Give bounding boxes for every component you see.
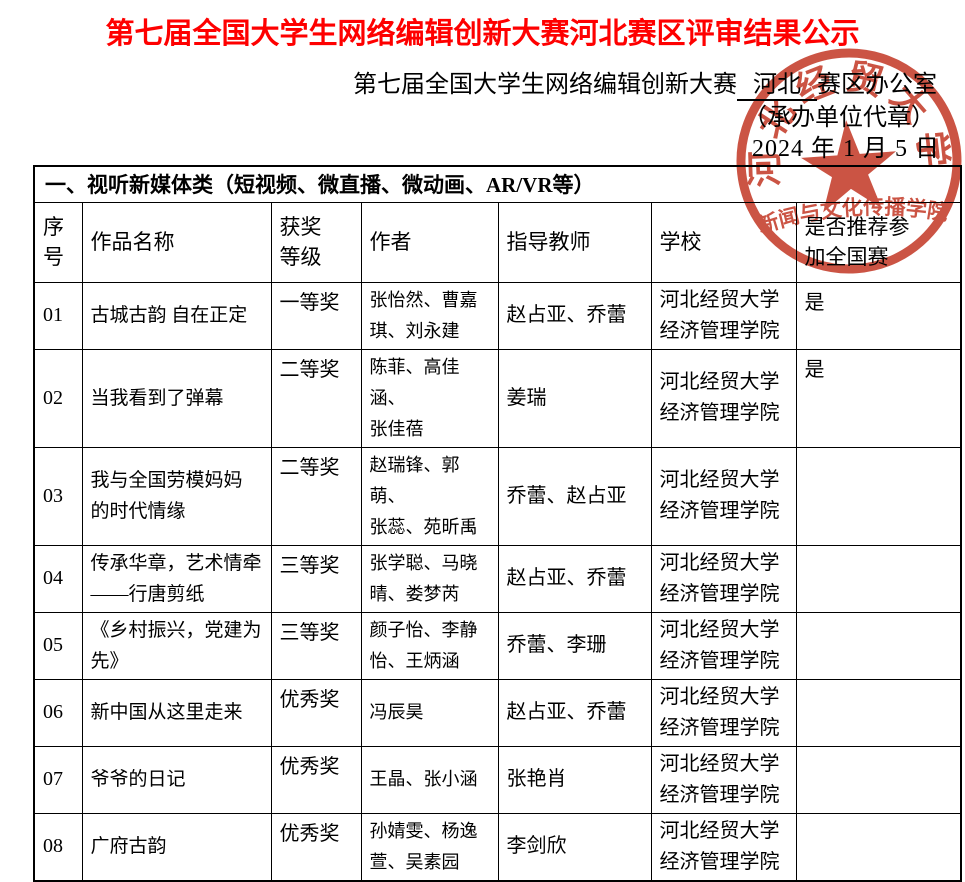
cell-title: 新中国从这里走来 [81, 678, 272, 747]
cell-authors: 颜子怡、李静 怡、王炳涵 [360, 611, 499, 680]
cell-school: 河北经贸大学 经济管理学院 [650, 745, 797, 814]
column-header-school: 学校 [650, 201, 797, 283]
cell-award: 优秀奖 [270, 678, 362, 747]
cell-award: 一等奖 [270, 281, 362, 350]
table-row: 07 爷爷的日记 优秀奖 王晶、张小涵 张艳肖 河北经贸大学 经济管理学院 [33, 745, 962, 814]
cell-advisors: 张艳肖 [497, 745, 652, 814]
cell-authors: 陈菲、高佳涵、 张佳蓓 [360, 348, 499, 448]
cell-authors: 张怡然、曹嘉 琪、刘永建 [360, 281, 499, 350]
column-header-title: 作品名称 [81, 201, 272, 283]
cell-authors: 王晶、张小涵 [360, 745, 499, 814]
table-row: 05 《乡村振兴，党建为 先》 三等奖 颜子怡、李静 怡、王炳涵 乔蕾、李珊 河北经贸大学… [33, 611, 962, 680]
table-row: 04 传承华章，艺术情牵 ——行唐剪纸 三等奖 张学聪、马晓 晴、娄梦芮 赵占亚、乔蕾河… [33, 544, 962, 613]
cell-recommend [795, 812, 962, 881]
cell-recommend [795, 678, 962, 747]
page-title: 第七届全国大学生网络编辑创新大赛河北赛区评审结果公示 [105, 18, 860, 50]
cell-title: 古城古韵 自在正定 [81, 281, 272, 350]
cell-school: 河北经贸大学 经济管理学院 [650, 812, 797, 881]
cell-recommend: 是 [795, 281, 962, 350]
column-header-row: 序 号 作品名称 获奖 等级 作者 指导教师 学校 是否推荐参 加全国赛 [33, 201, 962, 283]
cell-advisors: 赵占亚、乔蕾 [497, 678, 652, 747]
cell-award: 二等奖 [270, 446, 362, 546]
cell-title: 我与全国劳模妈妈 的时代情缘 [81, 446, 272, 546]
cell-authors: 孙婧雯、杨逸 萱、吴素园 [360, 812, 499, 881]
cell-recommend [795, 745, 962, 814]
cell-authors: 赵瑞锋、郭萌、 张蕊、苑昕禹 [360, 446, 499, 546]
cell-award: 三等奖 [270, 611, 362, 680]
office-signature-line: 第七届全国大学生网络编辑创新大赛 河北 赛区办公室 [353, 64, 937, 101]
cell-recommend [795, 611, 962, 680]
results-table: 一、视听新媒体类（短视频、微直播、微动画、AR/VR等） 序 号 作品名称 获奖… [33, 165, 963, 882]
table-row: 01 古城古韵 自在正定 一等奖 张怡然、曹嘉 琪、刘永建 赵占亚、乔蕾 河北经贸大学 经… [33, 281, 962, 350]
cell-no: 02 [33, 348, 83, 448]
cell-advisors: 乔蕾、赵占亚 [497, 446, 652, 546]
cell-school: 河北经贸大学 经济管理学院 [650, 446, 797, 546]
cell-no: 03 [33, 446, 83, 546]
section-header-row: 一、视听新媒体类（短视频、微直播、微动画、AR/VR等） [33, 165, 962, 203]
cell-advisors: 姜瑞 [497, 348, 652, 448]
cell-advisors: 赵占亚、乔蕾 [497, 281, 652, 350]
column-header-authors: 作者 [360, 201, 499, 283]
cell-recommend [795, 446, 962, 546]
cell-no: 01 [33, 281, 83, 350]
column-header-award: 获奖 等级 [270, 201, 362, 283]
table-row: 02 当我看到了弹幕 二等奖 陈菲、高佳涵、 张佳蓓 姜瑞 河北经贸大学 经济管理学院是 [33, 348, 962, 448]
column-header-recommend: 是否推荐参 加全国赛 [795, 201, 962, 283]
table-row: 06 新中国从这里走来 优秀奖 冯辰昊 赵占亚、乔蕾 河北经贸大学 经济管理学院 [33, 678, 962, 747]
cell-title: 爷爷的日记 [81, 745, 272, 814]
table-row: 08 广府古韵 优秀奖 孙婧雯、杨逸 萱、吴素园 李剑欣 河北经贸大学 经济管理学院 [33, 812, 962, 881]
cell-no: 08 [33, 812, 83, 881]
table-row: 03 我与全国劳模妈妈 的时代情缘 二等奖 赵瑞锋、郭萌、 张蕊、苑昕禹 乔蕾、赵占亚河… [33, 446, 962, 546]
cell-school: 河北经贸大学 经济管理学院 [650, 281, 797, 350]
cell-title: 广府古韵 [81, 812, 272, 881]
seal-note: （承办单位代章） [743, 105, 935, 131]
cell-title: 当我看到了弹幕 [81, 348, 272, 448]
cell-no: 07 [33, 745, 83, 814]
cell-authors: 张学聪、马晓 晴、娄梦芮 [360, 544, 499, 613]
cell-recommend: 是 [795, 348, 962, 448]
cell-award: 优秀奖 [270, 745, 362, 814]
cell-advisors: 赵占亚、乔蕾 [497, 544, 652, 613]
cell-title: 《乡村振兴，党建为 先》 [81, 611, 272, 680]
section-title: 一、视听新媒体类（短视频、微直播、微动画、AR/VR等） [33, 165, 962, 203]
cell-no: 06 [33, 678, 83, 747]
office-suffix: 赛区办公室 [817, 72, 937, 98]
cell-advisors: 李剑欣 [497, 812, 652, 881]
cell-recommend [795, 544, 962, 613]
cell-advisors: 乔蕾、李珊 [497, 611, 652, 680]
document-date: 2024 年 1 月 5 日 [752, 136, 940, 162]
office-prefix: 第七届全国大学生网络编辑创新大赛 [353, 72, 737, 98]
cell-award: 优秀奖 [270, 812, 362, 881]
results-tbody: 一、视听新媒体类（短视频、微直播、微动画、AR/VR等） 序 号 作品名称 获奖… [33, 165, 962, 881]
cell-title: 传承华章，艺术情牵 ——行唐剪纸 [81, 544, 272, 613]
cell-school: 河北经贸大学 经济管理学院 [650, 611, 797, 680]
cell-no: 05 [33, 611, 83, 680]
cell-authors: 冯辰昊 [360, 678, 499, 747]
cell-award: 二等奖 [270, 348, 362, 448]
column-header-no: 序 号 [33, 201, 83, 283]
cell-no: 04 [33, 544, 83, 613]
cell-school: 河北经贸大学 经济管理学院 [650, 678, 797, 747]
office-region-underlined: 河北 [737, 64, 817, 101]
column-header-advisors: 指导教师 [497, 201, 652, 283]
cell-school: 河北经贸大学 经济管理学院 [650, 544, 797, 613]
cell-award: 三等奖 [270, 544, 362, 613]
cell-school: 河北经贸大学 经济管理学院 [650, 348, 797, 448]
